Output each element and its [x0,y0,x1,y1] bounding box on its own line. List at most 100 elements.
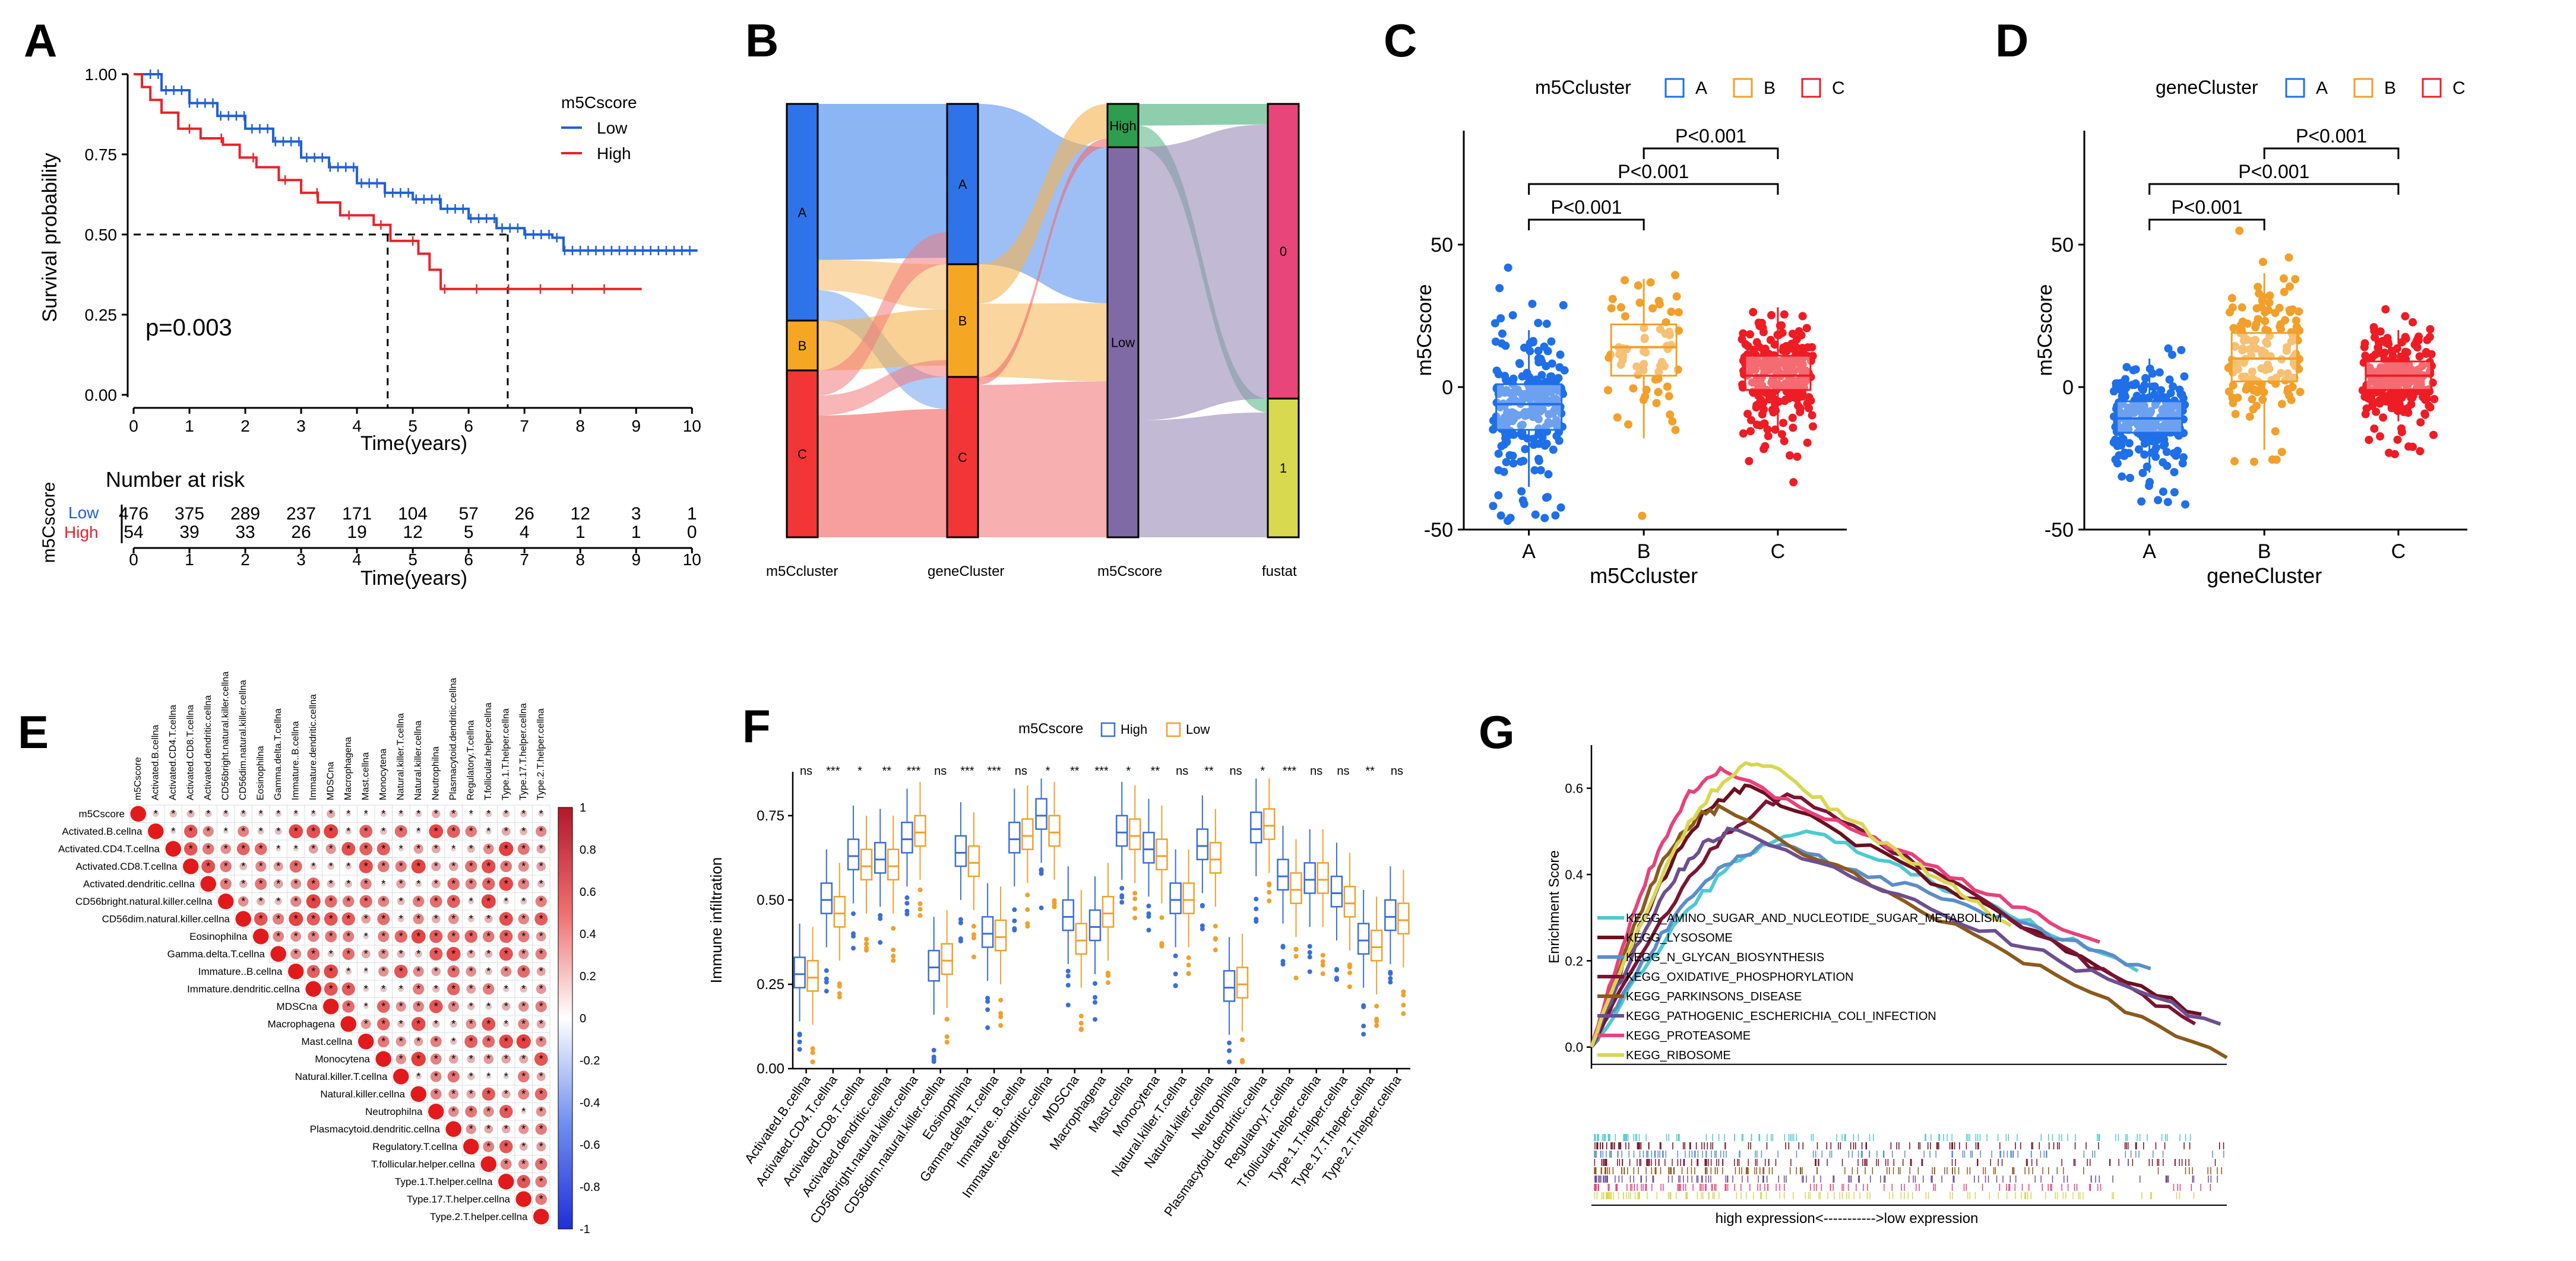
box-point [1773,357,1782,366]
corr-col-label: Activated.B.cellna [151,725,161,800]
corr-col-label: T.follicular.helper.cellna [483,702,493,800]
box-point [2170,488,2179,497]
colorbar-tick-label: 0.6 [580,886,596,899]
f-outlier [1307,955,1312,960]
corr-sig: * [539,878,543,890]
colorbar-tick-label: 0.8 [580,844,596,857]
box-point [2375,339,2384,348]
f-box [981,916,994,948]
f-outlier [1012,926,1017,932]
f-significance: * [1126,765,1131,778]
f-outlier [1065,1002,1071,1007]
f-outlier [1093,1000,1097,1005]
alluvial-axis-4: fustat [1262,563,1297,579]
corr-sig: * [521,878,526,890]
f-outlier [1173,953,1178,959]
panel-label-f: F [742,700,771,752]
box-point [1511,396,1520,405]
box-point [1789,478,1798,487]
f-box [1290,872,1302,904]
corr-sig: * [294,913,298,925]
box-point [1791,378,1800,386]
f-significance: ns [1391,765,1403,778]
box-x-tick-label: A [1522,540,1536,563]
box-point [1667,308,1676,316]
risk-x-tick-label: 10 [683,550,701,569]
f-outlier [891,948,896,953]
corr-sig: * [294,895,298,907]
f-outlier [1374,1003,1379,1009]
km-xlabel: Time(years) [360,432,467,455]
risk-high-value: 39 [179,522,199,542]
box-point [2283,343,2292,351]
corr-sig: * [276,895,280,907]
box-point [2385,448,2394,457]
box-point [2125,439,2134,448]
box-point [2228,303,2237,312]
f-outlier [1119,895,1125,900]
corr-sig: * [469,860,473,872]
f-outlier [878,916,883,921]
corr-row-label: m5Cscore [79,809,125,820]
corr-sig: * [539,1053,543,1065]
corr-circle [533,1208,549,1225]
f-outlier [1146,904,1151,909]
risk-high-value: 4 [520,522,530,542]
box-point [1640,324,1648,332]
km-legend-high: High [597,144,631,163]
f-outlier [931,1059,936,1064]
f-outlier [1039,905,1044,911]
corr-sig: * [224,878,228,890]
box-point [1534,319,1543,328]
corr-sig: * [486,1070,490,1082]
corr-sig: * [381,878,385,890]
f-box [1303,862,1316,894]
corr-sig: * [504,930,508,942]
box-point [2284,253,2293,262]
box-point [2229,324,2238,332]
f-significance: * [1046,765,1050,778]
corr-sig: * [206,808,210,820]
corr-sig: * [539,825,543,837]
f-outlier [1106,980,1110,986]
corr-sig: * [504,965,508,977]
corr-sig: * [451,1035,455,1047]
corr-sig: * [329,895,333,907]
corr-sig: * [241,843,245,855]
box-point [2122,363,2131,372]
corr-sig: * [521,1000,526,1012]
km-y-tick-label: 0.75 [85,145,118,164]
box-point [1540,514,1549,522]
f-outlier [1334,967,1339,972]
f-outlier [998,997,1004,1003]
f-outlier [1200,904,1205,909]
corr-row-label: Activated.B.cellna [62,826,143,837]
f-outlier [1159,915,1164,920]
corr-sig: * [416,1070,420,1082]
corr-sig: * [504,948,508,960]
box-point [2409,318,2417,327]
box-point [2227,294,2236,303]
box-point [2401,312,2410,321]
box-y-tick-label: -50 [2045,519,2074,541]
f-box [914,815,926,847]
corr-col-label: Activated.CD4.T.cellna [168,705,178,800]
f-outlier [971,924,976,929]
box-point [1796,389,1805,398]
box-y-tick-label: 0 [2062,376,2074,399]
g-ylabel: Enrichment Score [1546,850,1562,964]
box-x-tick-label: C [2391,540,2406,563]
f-significance: * [1260,765,1265,778]
f-significance: ** [1204,765,1214,778]
box-point [1739,429,1748,438]
box-x-tick-label: B [1637,540,1651,563]
alluvial-node-1-b [786,319,819,372]
box-point [2125,473,2134,482]
flow-gb-low [978,303,1107,382]
box-point [1528,299,1537,308]
corr-sig: * [364,983,368,995]
box-point [1517,487,1526,496]
box-bracket [2148,183,2400,195]
f-outlier [810,1050,815,1056]
box-point [1544,418,1553,427]
